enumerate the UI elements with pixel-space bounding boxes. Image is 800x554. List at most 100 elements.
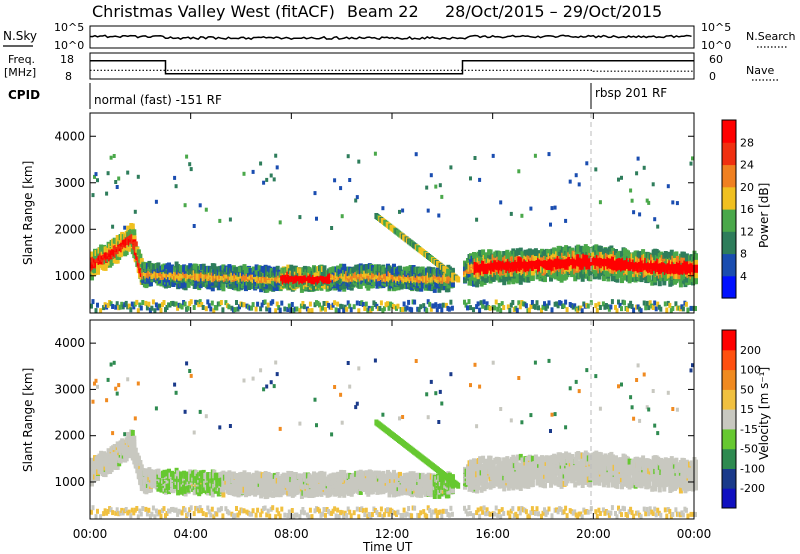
power-cell xyxy=(280,300,284,306)
power-cell xyxy=(666,184,670,189)
nsky-series-line xyxy=(89,34,692,41)
velocity-cell xyxy=(136,381,140,386)
power-cell xyxy=(518,278,523,285)
velocity-cell xyxy=(210,506,214,512)
power-cell xyxy=(598,200,602,205)
power-cell xyxy=(96,302,99,308)
power-cell xyxy=(518,304,522,310)
velocity-cell xyxy=(173,382,177,387)
power-cell xyxy=(562,303,566,309)
power-cell xyxy=(200,302,204,307)
power-cell xyxy=(382,306,386,312)
power-cell xyxy=(650,279,655,286)
power-cell xyxy=(620,277,624,284)
power-cell xyxy=(198,203,202,208)
power-cell xyxy=(659,275,664,282)
power-cell xyxy=(364,264,369,270)
power-cell xyxy=(322,301,326,306)
velocity-cell xyxy=(209,512,213,518)
power-cell xyxy=(355,300,359,306)
velocity-cell xyxy=(105,468,110,475)
cpid-mode-2: rbsp 201 RF xyxy=(595,86,667,100)
power-cell xyxy=(227,304,231,310)
power-cell xyxy=(537,250,541,257)
power-cell xyxy=(342,275,347,282)
power-cell xyxy=(694,306,697,311)
power-cell xyxy=(159,307,163,313)
power-cell xyxy=(393,284,398,291)
power-cell xyxy=(475,281,480,288)
power-cell xyxy=(254,306,258,312)
velocity-cell xyxy=(198,505,202,511)
power-cell xyxy=(642,300,646,306)
velocity-cell xyxy=(153,514,157,520)
power-cell xyxy=(299,303,303,309)
power-cell xyxy=(422,303,426,309)
velocity-cell xyxy=(233,513,237,519)
velocity-cell xyxy=(96,475,100,481)
velocity-cell xyxy=(210,491,215,498)
power-cell xyxy=(515,307,519,313)
velocity-cell xyxy=(106,509,110,514)
colorbar-tick: 20 xyxy=(740,181,754,194)
power-cell xyxy=(274,153,278,158)
power-cell xyxy=(626,306,629,312)
cpid-mode-1: normal (fast) -151 RF xyxy=(94,93,222,107)
power-cell xyxy=(617,177,620,182)
velocity-cell xyxy=(124,507,128,512)
nave-tick-bottom: 0 xyxy=(709,70,716,83)
power-cell xyxy=(117,176,121,181)
power-cell xyxy=(627,272,632,279)
power-cell xyxy=(437,213,441,218)
velocity-cell xyxy=(132,510,136,516)
power-cell xyxy=(401,208,405,213)
power-cell xyxy=(594,167,598,172)
power-cell xyxy=(147,301,151,307)
power-cell xyxy=(694,258,698,265)
power-cell xyxy=(108,247,113,254)
power-cell xyxy=(123,225,127,230)
power-cell xyxy=(597,301,601,307)
power-cell xyxy=(644,305,648,311)
velocity-cell xyxy=(115,507,119,513)
velocity-cell xyxy=(213,487,218,494)
power-cell xyxy=(564,299,568,305)
velocity-cell xyxy=(90,457,94,464)
power-cell xyxy=(174,301,178,307)
freq-tick-top: 18 xyxy=(60,53,74,66)
power-cell xyxy=(556,303,560,309)
velocity-cell xyxy=(90,509,93,515)
power-cell xyxy=(242,171,246,176)
power-cell xyxy=(647,200,651,205)
power-cell xyxy=(93,174,96,179)
power-cell xyxy=(204,306,208,312)
power-cell xyxy=(174,184,178,189)
power-cell xyxy=(156,305,160,311)
velocity-cell xyxy=(144,488,149,495)
power-cell xyxy=(170,264,174,271)
power-cell xyxy=(410,307,414,313)
velocity-cell xyxy=(141,506,145,511)
velocity-cell xyxy=(212,469,217,476)
power-cell xyxy=(399,283,404,290)
cpid-panel: CPID normal (fast) -151 RF rbsp 201 RF xyxy=(8,83,667,109)
power-cell xyxy=(481,303,485,309)
power-cell xyxy=(533,266,538,273)
power-cell xyxy=(336,301,340,307)
power-cell xyxy=(132,233,137,240)
power-cell xyxy=(620,306,623,312)
power-cell xyxy=(340,214,344,219)
power-cell xyxy=(262,180,266,185)
power-cell xyxy=(481,249,486,256)
power-cell xyxy=(656,301,660,307)
power-cell xyxy=(289,307,293,313)
velocity-cell xyxy=(106,377,110,382)
velocity-cell xyxy=(200,508,204,514)
power-cell xyxy=(228,217,232,222)
power-cell xyxy=(594,303,598,309)
power-cell xyxy=(197,302,201,308)
power-cell xyxy=(259,306,263,312)
power-cell xyxy=(151,299,155,305)
power-cell xyxy=(108,255,113,262)
radar-title: Christmas Valley West (fitACF) xyxy=(92,2,335,21)
